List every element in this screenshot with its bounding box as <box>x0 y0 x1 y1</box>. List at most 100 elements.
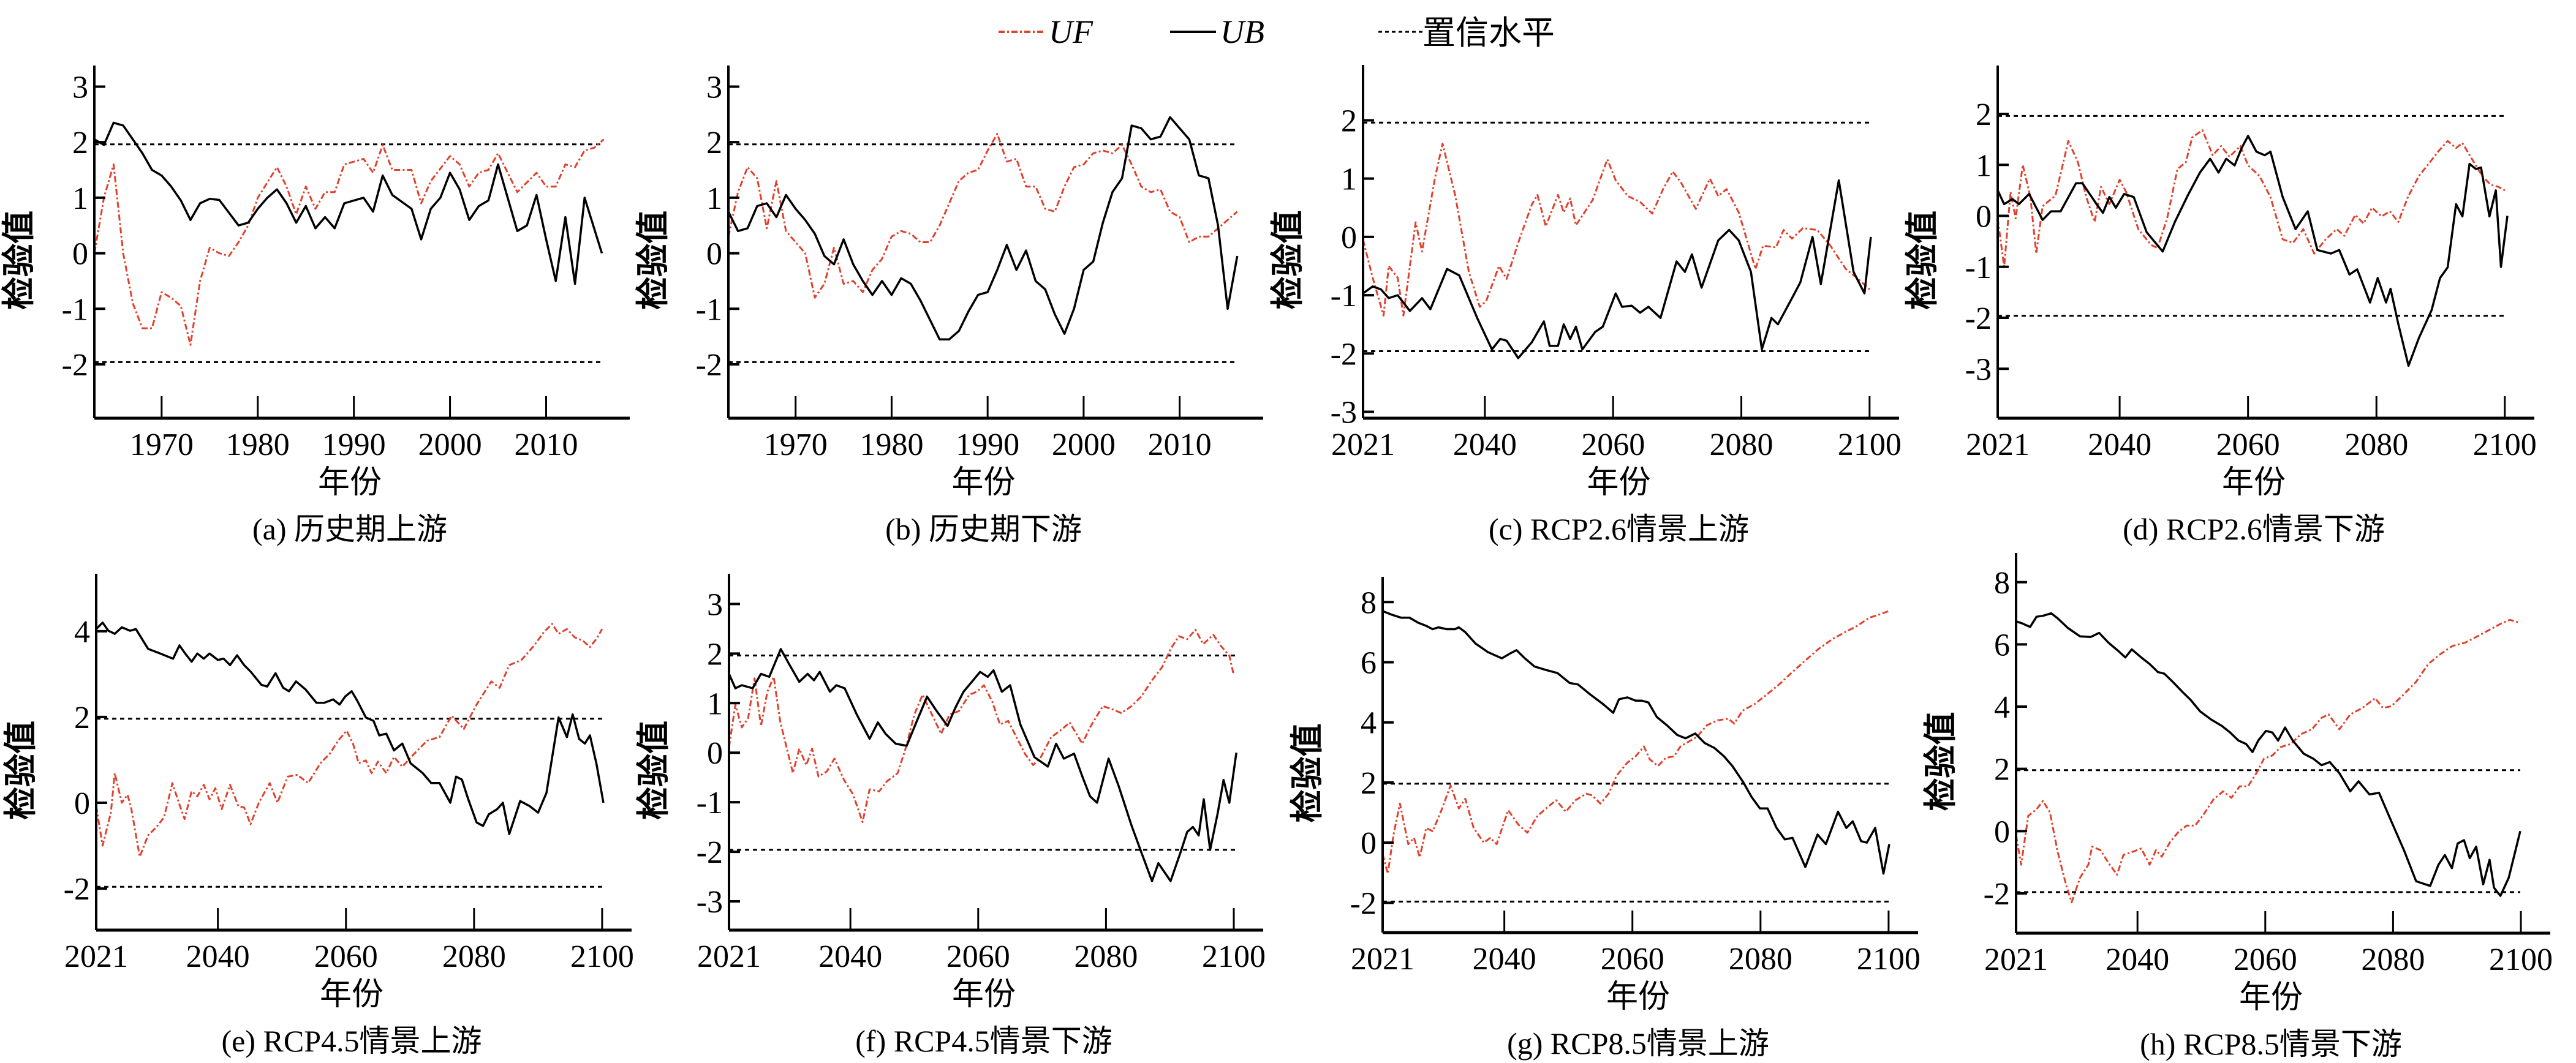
x-tick-label: 2060 <box>2234 942 2297 977</box>
y-tick-label: 1 <box>72 181 88 216</box>
legend-ub-label: UB <box>1220 13 1264 50</box>
x-axis-label: 年份 <box>2239 980 2303 1015</box>
x-tick-label: 2000 <box>1052 427 1116 462</box>
series-ub-line <box>1362 179 1872 359</box>
y-axis-label: 检验值 <box>1289 724 1326 823</box>
y-tick-label: 4 <box>74 615 90 650</box>
y-tick-label: -3 <box>1331 396 1357 430</box>
series-ub-line <box>95 622 605 835</box>
y-tick-label: 2 <box>707 637 723 672</box>
panel-caption: (d) RCP2.6情景下游 <box>2123 512 2385 546</box>
x-tick-label: 2021 <box>1351 942 1415 977</box>
x-tick-label: 2021 <box>697 939 761 974</box>
panel-caption: (b) 历史期下游 <box>885 512 1082 546</box>
y-tick-label: -1 <box>62 292 88 327</box>
x-tick-label: 2040 <box>818 939 882 974</box>
series-ub-line <box>1382 610 1890 875</box>
y-tick-label: 0 <box>1994 814 2010 849</box>
x-tick-label: 2060 <box>1581 427 1645 462</box>
series-uf-line <box>1996 129 2506 268</box>
panel-caption: (h) RCP8.5情景下游 <box>2140 1027 2402 1061</box>
series-uf-line <box>2015 618 2519 904</box>
y-tick-label: -2 <box>697 835 723 870</box>
y-tick-label: -2 <box>62 348 88 383</box>
x-axis-label: 年份 <box>1587 465 1650 500</box>
y-tick-label: -1 <box>696 292 722 327</box>
y-tick-label: 1 <box>1341 162 1357 197</box>
x-tick-label: 2080 <box>2344 427 2408 462</box>
y-tick-label: -2 <box>696 348 722 383</box>
x-tick-label: 1980 <box>226 427 290 462</box>
y-tick-label: -3 <box>1965 352 1992 387</box>
y-tick-label: 2 <box>72 126 88 160</box>
x-axis-label: 年份 <box>320 977 383 1012</box>
x-tick-label: 2000 <box>418 427 482 462</box>
x-tick-label: 2040 <box>2088 427 2151 462</box>
y-tick-label: 0 <box>707 736 723 771</box>
series-ub-line <box>94 121 603 285</box>
x-axis-label: 年份 <box>1606 980 1670 1015</box>
y-axis-label: 检验值 <box>1269 211 1306 310</box>
x-tick-label: 2100 <box>570 939 634 974</box>
y-tick-label: 2 <box>1341 103 1357 138</box>
x-tick-label: 2010 <box>514 427 578 462</box>
x-tick-label: 1990 <box>322 427 386 462</box>
x-tick-label: 2021 <box>1966 427 2030 462</box>
x-tick-label: 2040 <box>186 939 250 974</box>
y-tick-label: 0 <box>706 237 722 272</box>
y-tick-label: 2 <box>1976 97 1992 132</box>
y-tick-label: 1 <box>1976 148 1992 183</box>
x-tick-label: 1970 <box>764 427 828 462</box>
x-tick-label: 1990 <box>956 427 1019 462</box>
y-tick-label: -2 <box>64 872 90 907</box>
y-tick-label: -2 <box>1331 337 1357 372</box>
y-tick-label: -1 <box>697 786 723 821</box>
y-tick-label: 8 <box>1994 566 2010 601</box>
series-uf-line <box>95 623 603 858</box>
x-axis-label: 年份 <box>951 465 1015 500</box>
x-tick-label: 2080 <box>1729 942 1792 977</box>
y-tick-label: 2 <box>1361 766 1377 801</box>
x-tick-label: 2060 <box>2216 427 2280 462</box>
y-tick-label: 0 <box>74 786 90 821</box>
x-axis-label: 年份 <box>2222 465 2286 500</box>
y-tick-label: -2 <box>1965 301 1992 336</box>
series-ub-line <box>2015 612 2521 897</box>
x-tick-label: 2060 <box>946 939 1010 974</box>
x-tick-label: 2021 <box>1984 942 2048 977</box>
x-tick-label: 2100 <box>1857 942 1921 977</box>
x-tick-label: 2100 <box>1202 939 1266 974</box>
panel-caption: (f) RCP4.5情景下游 <box>855 1024 1112 1058</box>
y-tick-label: 8 <box>1361 585 1377 620</box>
y-tick-label: 0 <box>1341 220 1357 255</box>
series-uf-line <box>728 629 1235 823</box>
y-tick-label: 6 <box>1361 645 1377 680</box>
panel-caption: (g) RCP8.5情景上游 <box>1507 1026 1769 1061</box>
y-tick-label: 1 <box>706 181 722 216</box>
y-axis-label: 检验值 <box>635 211 671 310</box>
x-tick-label: 2021 <box>1331 427 1395 462</box>
y-tick-label: 4 <box>1994 690 2010 725</box>
series-ub-line <box>727 116 1239 340</box>
y-tick-label: 1 <box>707 686 723 721</box>
x-tick-label: 2040 <box>2106 942 2169 977</box>
y-tick-label: 6 <box>1994 628 2010 663</box>
panel-caption: (e) RCP4.5情景上游 <box>222 1024 482 1058</box>
y-tick-label: -2 <box>1350 886 1377 921</box>
x-tick-label: 2080 <box>2361 942 2425 977</box>
x-tick-label: 2010 <box>1148 427 1212 462</box>
x-tick-label: 1970 <box>130 427 194 462</box>
y-tick-label: 0 <box>1976 200 1992 235</box>
y-tick-label: 2 <box>706 126 722 160</box>
x-tick-label: 2080 <box>1710 427 1773 462</box>
